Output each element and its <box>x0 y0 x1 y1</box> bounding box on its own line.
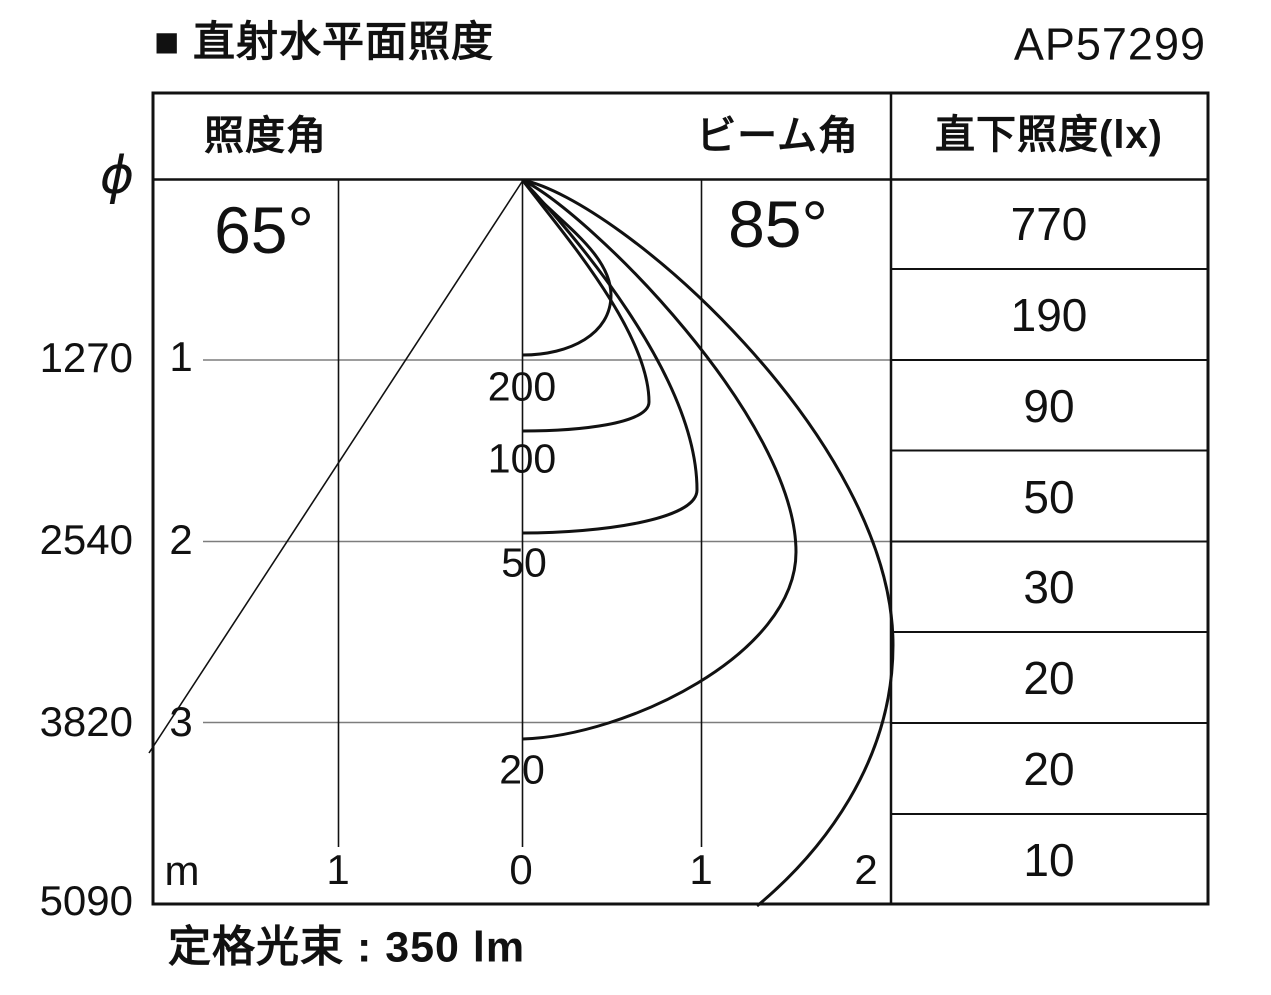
phi-value-3m: 3820 <box>39 698 133 745</box>
phi-value-2m: 2540 <box>39 516 133 563</box>
isolux-curves <box>521 178 895 908</box>
table-value-row2: 190 <box>1010 289 1088 341</box>
table-value-row8: 10 <box>1023 834 1075 886</box>
isolux-curve-10 <box>522 178 895 908</box>
isolux-curve-20 <box>521 178 798 741</box>
contour-label-50: 50 <box>501 539 547 586</box>
table-value-row6: 20 <box>1023 652 1075 704</box>
phi-symbol: ϕ <box>99 146 135 206</box>
depth-tick-1: 1 <box>169 333 193 380</box>
table-value-row1: 770 <box>1010 198 1088 250</box>
contour-label-200: 200 <box>487 363 557 410</box>
table-value-row3: 90 <box>1023 380 1075 432</box>
depth-tick-3: 3 <box>169 698 193 745</box>
x-tick-left-1: 1 <box>326 846 350 893</box>
table-value-row5: 30 <box>1023 561 1075 613</box>
illuminance-angle-header: 照度角 <box>204 114 327 158</box>
beam-angle-header: ビーム角 <box>696 114 859 158</box>
table-row-lines <box>892 268 1207 815</box>
contour-label-100: 100 <box>487 435 557 482</box>
table-value-row7: 20 <box>1023 743 1075 795</box>
contour-label-20: 20 <box>499 746 545 793</box>
isolux-curve-50 <box>521 178 699 535</box>
isolux-curve-100 <box>521 179 651 433</box>
page-title: ■ 直射水平面照度 <box>154 18 495 65</box>
phi-value-4m: 5090 <box>39 877 133 924</box>
x-tick-right-2: 2 <box>854 846 878 893</box>
table-value-row4: 50 <box>1023 471 1075 523</box>
x-tick-right-1: 1 <box>689 846 713 893</box>
rated-luminous-flux: 定格光束 : 350 lm <box>168 923 526 972</box>
product-code: AP57299 <box>1013 18 1206 70</box>
illuminance-angle-value: 65° <box>214 193 314 267</box>
depth-tick-2: 2 <box>169 516 193 563</box>
vertical-gridlines <box>337 180 703 847</box>
meter-unit-label: m <box>164 847 200 894</box>
table-header: 直下照度(lx) <box>935 113 1163 157</box>
chart-outer-border <box>151 91 1210 906</box>
horizontal-meter-gridlines <box>203 359 890 724</box>
x-tick-0: 0 <box>509 846 533 893</box>
illuminance-angle-diagonal <box>148 180 524 754</box>
beam-angle-value: 85° <box>728 187 828 261</box>
phi-value-1m: 1270 <box>39 334 133 381</box>
